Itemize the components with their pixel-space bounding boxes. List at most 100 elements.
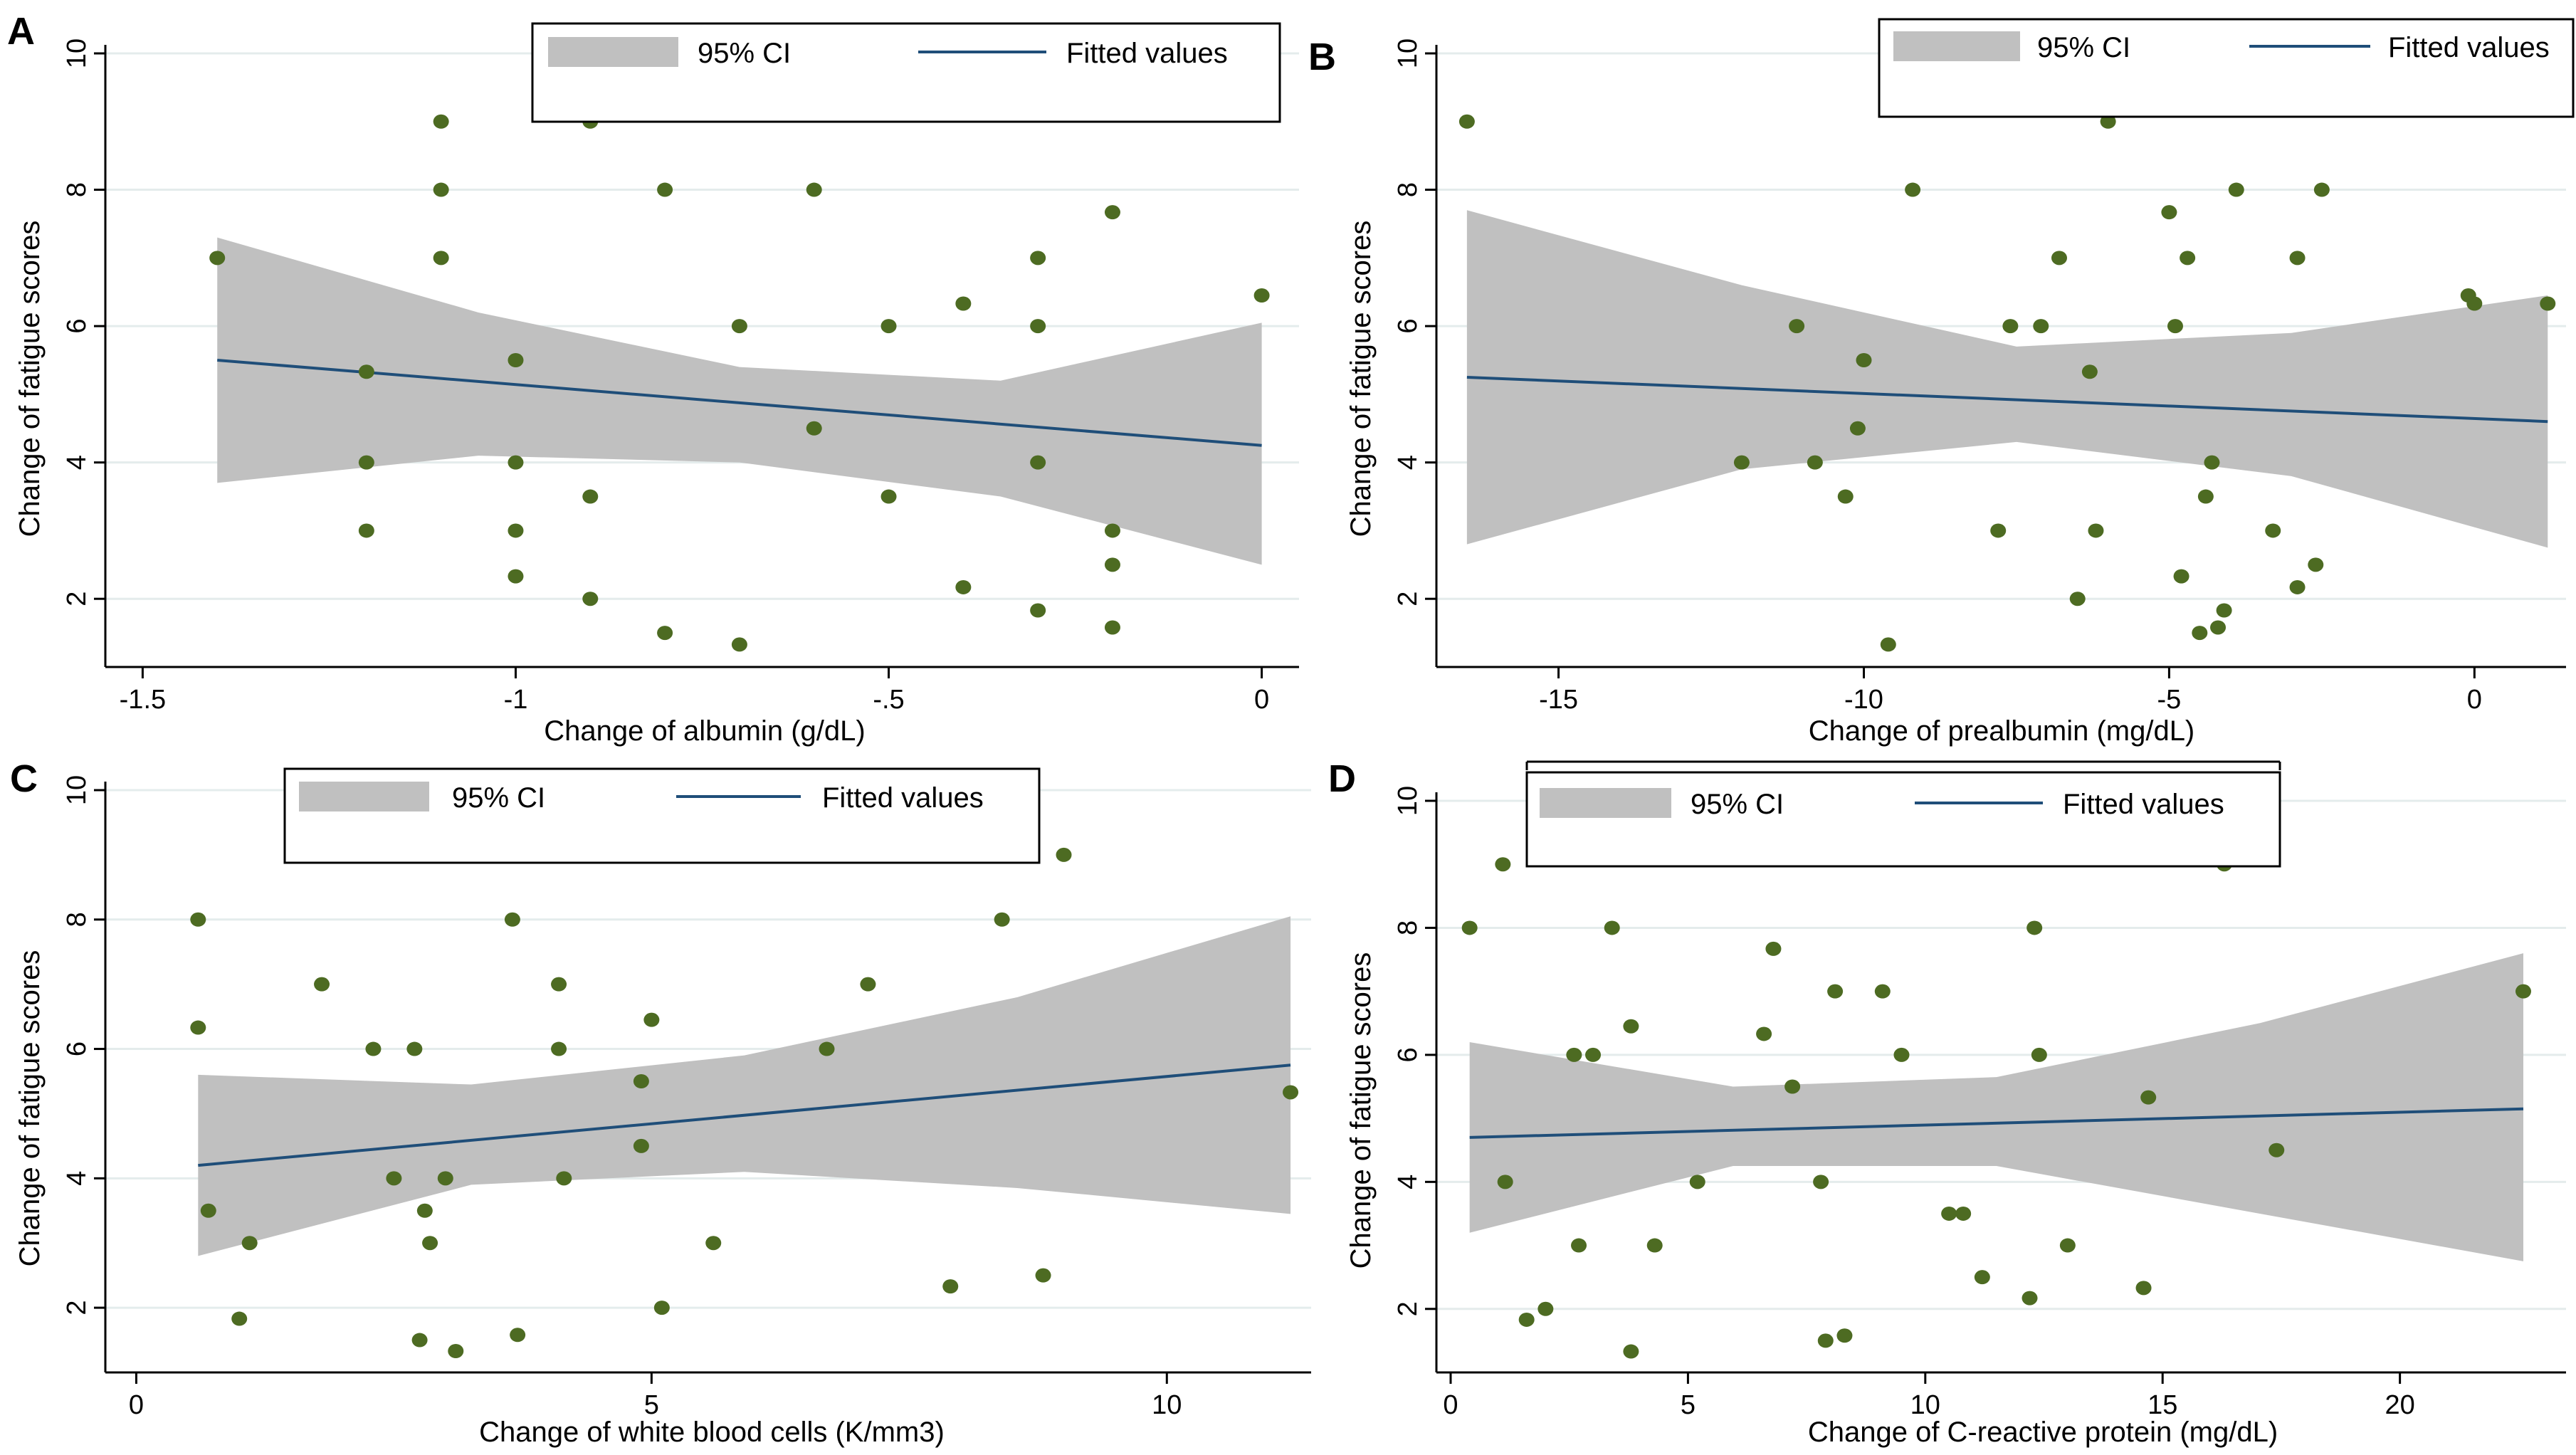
panel-d-points (1461, 857, 2531, 1359)
panel-c-data-point (422, 1236, 438, 1251)
panel-d-data-point (1765, 941, 1782, 956)
panel-a-y-tick-label: 8 (62, 182, 92, 197)
panel-c-y-tick-label: 2 (62, 1301, 92, 1315)
panel-b-data-point (2308, 557, 2324, 572)
panel-b-y-tick-label: 2 (1393, 592, 1423, 606)
panel-c-ticks: 2 4 6 8 10 0 5 10 (62, 775, 1311, 1420)
panel-c-data-point (504, 912, 520, 927)
panel-b-data-point (2033, 319, 2049, 334)
panel-b-data-point (1837, 489, 1854, 504)
panel-a-data-point (955, 579, 972, 594)
panel-a-data-point (582, 592, 599, 606)
panel-a-x-tick-label: -.5 (873, 685, 904, 715)
panel-c-legend: 95% CI Fitted values (283, 767, 1041, 864)
panel-b-data-point (2081, 364, 2098, 379)
panel-b-data-point (2466, 296, 2483, 311)
panel-b-y-tick-label: 4 (1393, 455, 1423, 470)
panel-b-data-point (2002, 319, 2019, 334)
panel-d-data-point (2026, 920, 2043, 935)
panel-d-x-tick-label: 10 (1910, 1390, 1940, 1420)
panel-d-xlabel: Change of C-reactive protein (mg/dL) (1808, 1417, 2278, 1448)
panel-a-data-point (582, 489, 599, 504)
panel-b-data-point (2265, 523, 2281, 538)
panel-c-data-point (1035, 1268, 1051, 1283)
panel-a-data-point (358, 364, 374, 379)
panel-b-y-tick-label: 6 (1393, 319, 1423, 334)
panel-b-data-point (2100, 114, 2116, 129)
panel-b-data-point (2289, 579, 2306, 594)
panel-c-data-point (190, 912, 206, 927)
panel-c: C 2 4 6 8 10 0 5 10 95% CI Fitted values Change… (10, 757, 1311, 1448)
panel-d-data-point (1604, 920, 1620, 935)
panel-d-data-point (1974, 1270, 1990, 1285)
panel-b-data-point (2540, 296, 2556, 311)
panel-b-data-point (1807, 455, 1823, 470)
panel-b-data-point (1990, 523, 2007, 538)
panel-b-y-tick-label: 10 (1393, 38, 1423, 68)
panel-a-data-point (358, 455, 374, 470)
panel-a-data-point (880, 319, 897, 334)
panel-d-y-tick-label: 2 (1393, 1301, 1423, 1316)
panel-b-data-point (2161, 205, 2177, 220)
panel-b-x-tick-label: -10 (1844, 685, 1883, 715)
panel-d-data-point (2135, 1281, 2152, 1296)
panel-b-data-point (1856, 353, 1872, 367)
panel-d-data-point (1827, 984, 1844, 999)
panel-c-data-point (860, 977, 876, 992)
panel-b-legend: 95% CI Fitted values (1878, 18, 2575, 118)
panel-a-data-point (508, 353, 524, 367)
panel-d-data-point (1623, 1019, 1639, 1034)
panel-c-data-point (633, 1074, 649, 1088)
panel-a-legend: 95% CI Fitted values (531, 22, 1281, 123)
panel-a-data-point (731, 319, 747, 334)
panel-d-data-point (1941, 1206, 1957, 1221)
panel-b-legend-ci-label: 95% CI (2037, 32, 2130, 63)
panel-c-y-tick-label: 10 (62, 775, 92, 805)
panel-c-ylabel: Change of fatigue scores (14, 950, 46, 1267)
panel-c-data-point (633, 1138, 649, 1153)
panel-c-data-point (819, 1041, 835, 1056)
panel-c-data-point (1056, 847, 1072, 862)
panel-d-data-point (2140, 1090, 2157, 1105)
panel-a-data-point (358, 523, 374, 538)
panel-d-x-tick-label: 15 (2147, 1390, 2177, 1420)
panel-a-data-point (508, 455, 524, 470)
panel-d-data-point (1566, 1047, 1582, 1062)
panel-d-data-point (2269, 1143, 2285, 1157)
panel-b-data-point (1880, 637, 1896, 652)
panel-b-data-point (2313, 182, 2330, 197)
panel-c-fitted-line (198, 1063, 1291, 1167)
panel-c-ci-band (198, 916, 1291, 1256)
panel-c-fit-line (198, 1063, 1291, 1167)
panel-d-y-tick-label: 6 (1393, 1047, 1423, 1062)
panel-b-data-point (2173, 569, 2189, 584)
panel-a-data-point (1030, 251, 1046, 266)
panel-d-data-point (1955, 1206, 1972, 1221)
panel-a-data-point (209, 251, 226, 266)
panel-c-data-point (200, 1203, 216, 1218)
panel-d-ci-polygon (1469, 953, 2523, 1261)
panel-b-data-point (1849, 421, 1866, 436)
panel-a-ci-polygon (217, 237, 1262, 565)
panel-b-legend-fit-label: Fitted values (2388, 32, 2550, 63)
panel-a-data-point (433, 251, 449, 266)
panel-c-data-point (551, 977, 567, 992)
panel-c-data-point (1283, 1085, 1299, 1100)
panel-d-y-tick-label: 8 (1393, 920, 1423, 935)
panel-a-legend-ci-swatch (548, 37, 678, 67)
panel-c-data-point (386, 1171, 402, 1186)
panel-a-x-tick-label: -1.5 (120, 685, 166, 715)
panel-b-data-point (2069, 592, 2086, 606)
panel-a-data-point (1104, 620, 1120, 635)
panel-c-x-tick-label: 5 (644, 1390, 659, 1420)
panel-c-data-point (411, 1333, 428, 1348)
panel-a-data-point (433, 114, 449, 129)
panel-c-data-point (942, 1279, 959, 1294)
panel-a-data-point (657, 626, 673, 641)
panel-d-ci-band (1469, 953, 2523, 1261)
panel-c-data-point (643, 1012, 660, 1027)
panel-b-legend-ci-swatch (1893, 31, 2020, 61)
panel-a-data-point (1253, 288, 1270, 303)
panel-c-data-point (365, 1041, 382, 1056)
panel-letter-d: D (1328, 757, 1356, 800)
